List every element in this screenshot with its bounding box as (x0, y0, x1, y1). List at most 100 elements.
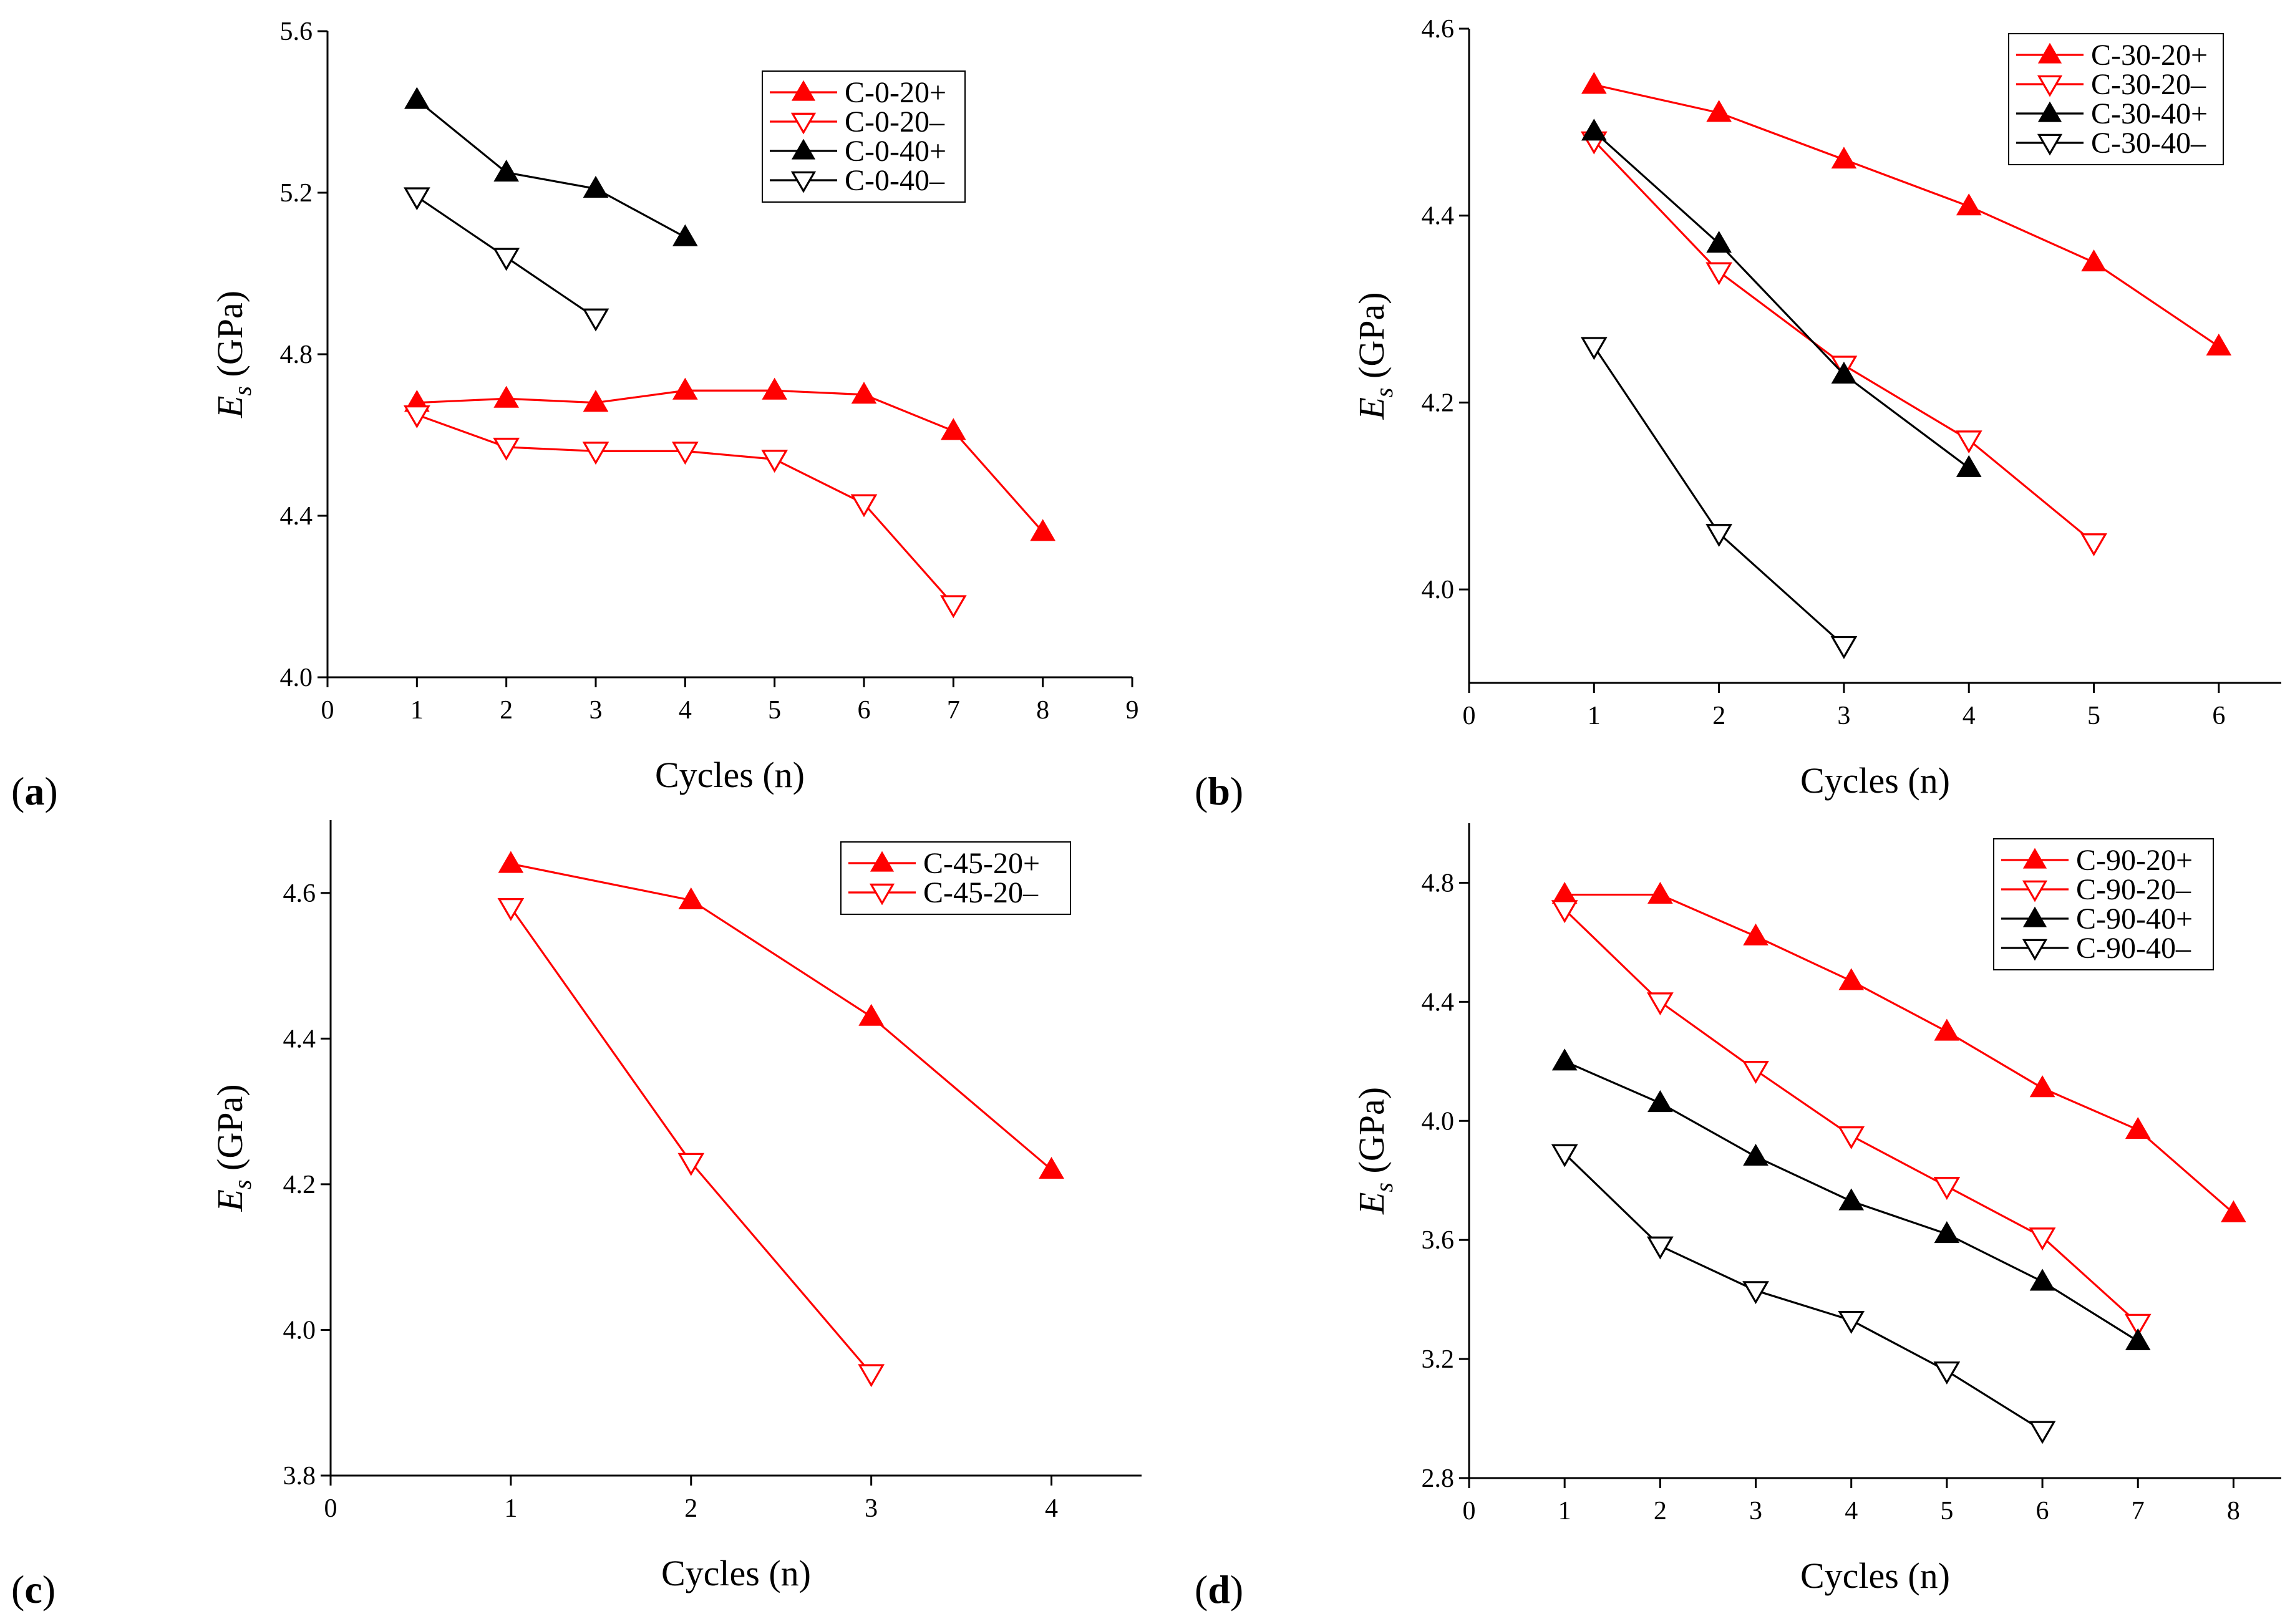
data-point (1838, 1188, 1865, 1211)
y-axis-label: Es (GPa) (210, 291, 256, 418)
series-C-0-40- (403, 187, 609, 332)
y-axis-label-symbol: E (1351, 1192, 1392, 1215)
legend-marker (2022, 906, 2047, 927)
y-tick-label: 3.8 (283, 1462, 316, 1491)
x-axis-label: Cycles (n) (661, 1553, 811, 1593)
y-axis-label: Es (GPa) (1351, 292, 1398, 420)
data-point (2125, 1328, 2151, 1350)
x-tick-label: 4 (679, 696, 692, 725)
data-point (1706, 100, 1732, 122)
x-tick-label: 8 (1036, 696, 1049, 725)
y-tick-label: 4.0 (283, 1316, 316, 1345)
x-tick-label: 7 (947, 696, 960, 725)
legend-marker (2037, 133, 2063, 156)
data-point (1934, 1221, 1960, 1244)
data-point (1743, 1143, 1769, 1166)
legend-label: C-30-40+ (2091, 97, 2208, 130)
data-point (493, 248, 520, 271)
series-C-30-40- (1580, 337, 1858, 659)
legend-label: C-30-20+ (2091, 39, 2208, 72)
legend-marker (2037, 75, 2063, 97)
y-tick-label: 3.2 (1422, 1345, 1455, 1374)
legend-box (840, 841, 1071, 915)
data-point (493, 160, 520, 182)
panel-label: (b) (1195, 769, 1243, 813)
x-tick-label: 1 (410, 696, 424, 725)
legend: C-90-20+C-90-20–C-90-40+C-90-40– (1993, 838, 2214, 970)
legend: C-0-20+C-0-20–C-0-40+C-0-40– (762, 70, 966, 203)
x-tick-label: 2 (684, 1494, 697, 1523)
data-point (761, 450, 788, 473)
x-axis-label: Cycles (n) (1800, 1555, 1950, 1596)
y-axis-label-subscript: s (1370, 388, 1398, 398)
x-tick-label: 5 (2087, 702, 2100, 730)
y-tick-label: 4.6 (1422, 15, 1455, 44)
y-tick-label: 4.2 (1422, 389, 1455, 417)
legend-marker (2037, 42, 2062, 64)
panel-label-letter: a (24, 769, 44, 813)
data-point (1956, 455, 1982, 477)
data-point (850, 494, 878, 518)
panel-label: (c) (11, 1567, 56, 1612)
data-point (1956, 193, 1982, 216)
series-line (510, 863, 1052, 1171)
data-point (2029, 1421, 2056, 1444)
y-tick-label: 4.8 (280, 341, 313, 369)
panel-label-letter: c (24, 1567, 42, 1612)
series-line (510, 907, 872, 1375)
x-tick-label: 0 (1463, 1497, 1476, 1525)
data-point (677, 1153, 705, 1176)
legend-marker (2022, 848, 2047, 869)
panel-a: 0 1 2 3 4 5 6 7 8 9 4.0 4.4 4.8 5.2 5.6 Cycles (n) Es (G… (11, 17, 1139, 813)
x-tick-label: 5 (768, 696, 781, 725)
y-tick-label: 4.8 (1422, 869, 1455, 897)
data-point (1934, 1018, 1960, 1041)
data-point (582, 442, 609, 465)
data-point (1838, 1126, 1865, 1149)
data-point (583, 175, 609, 198)
data-point (762, 377, 788, 400)
legend-label: C-0-40+ (845, 135, 946, 168)
x-tick-label: 2 (1712, 702, 1725, 730)
data-point (1933, 1177, 1961, 1201)
series-C-30-20- (1580, 131, 2107, 557)
y-axis-label-symbol: E (210, 1189, 250, 1212)
series-line (416, 99, 686, 238)
y-tick-label: 4.0 (280, 664, 313, 692)
panel-label-open: ( (1195, 1567, 1208, 1612)
data-point (1743, 923, 1769, 945)
legend: C-30-20+C-30-20–C-30-40+C-30-40– (2008, 33, 2224, 165)
data-point (1831, 147, 1857, 169)
y-axis-label: Es (GPa) (1351, 1087, 1398, 1215)
data-point (403, 187, 430, 211)
x-axis-label: Cycles (n) (1800, 760, 1950, 801)
series-C-45-20- (498, 851, 1064, 1179)
legend-marker (870, 851, 895, 872)
series-line (1593, 140, 2095, 544)
panel-label-open: ( (11, 769, 24, 813)
data-point (1705, 524, 1732, 548)
series-C-90-40- (1551, 1048, 2151, 1350)
panel-label-letter: d (1208, 1567, 1230, 1612)
data-point (1030, 519, 1056, 541)
x-tick-label: 0 (321, 696, 334, 725)
y-axis-label-subscript: s (1370, 1182, 1398, 1192)
data-point (1706, 231, 1732, 253)
data-point (497, 898, 525, 921)
data-point (1742, 1281, 1769, 1305)
x-tick-label: 6 (858, 696, 871, 725)
panel-d: 0 1 2 3 4 5 6 7 8 2.8 3.2 3.6 4.0 4.4 4.8 Cycles (n) Es … (1195, 823, 2281, 1612)
series-C-0-40- (404, 87, 698, 246)
legend-label: C-0-20+ (845, 76, 946, 109)
legend-label: C-45-20+ (923, 847, 1040, 880)
data-point (1551, 1144, 1578, 1167)
series-line (417, 389, 1044, 533)
legend-label: C-45-20– (923, 876, 1039, 909)
data-point (1742, 1061, 1769, 1084)
series-C-0-20- (403, 405, 967, 619)
series-C-90-20- (1551, 881, 2246, 1222)
data-point (1705, 262, 1732, 286)
panel-label-open: ( (11, 1567, 24, 1612)
data-point (851, 382, 877, 404)
x-tick-label: 9 (1126, 696, 1139, 725)
